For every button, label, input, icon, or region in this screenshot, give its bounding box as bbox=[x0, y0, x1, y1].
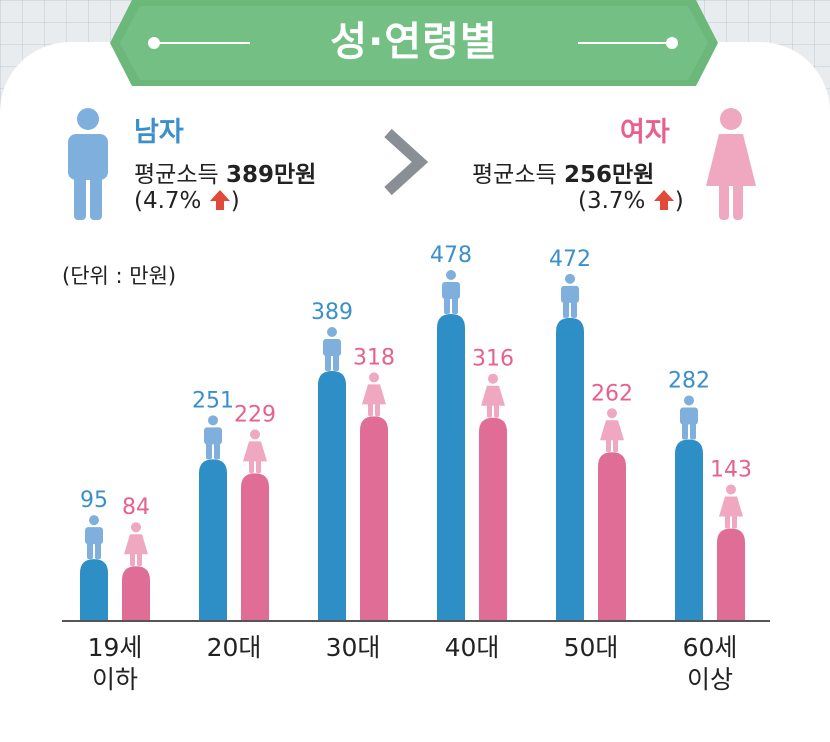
female-value-label-2: 318 bbox=[353, 345, 395, 370]
male-change: (4.7% ) bbox=[134, 188, 240, 214]
x-tick-label-1: 20대 bbox=[206, 633, 262, 662]
title-banner: 성·연령별 bbox=[110, 0, 718, 86]
male-value-label-3: 478 bbox=[430, 243, 472, 268]
x-tick-label-2: 30대 bbox=[325, 633, 381, 662]
male-bar-5 bbox=[675, 439, 703, 620]
female-person-icon bbox=[719, 484, 743, 529]
male-bar-0 bbox=[80, 559, 108, 620]
female-person-icon bbox=[600, 408, 624, 453]
male-avg-label: 평균소득 bbox=[134, 162, 219, 188]
male-person-icon bbox=[204, 415, 222, 460]
chart-title: 성·연령별 bbox=[330, 19, 498, 65]
x-tick-label-5: 60세 이상 bbox=[682, 633, 738, 694]
female-change-close: ) bbox=[674, 188, 684, 214]
chevron-right-icon bbox=[384, 128, 429, 196]
male-person-icon bbox=[442, 270, 460, 314]
female-bar-4 bbox=[598, 452, 626, 620]
female-value-label-5: 143 bbox=[710, 457, 752, 482]
male-avg-value: 389만원 bbox=[225, 162, 317, 188]
female-value-label-0: 84 bbox=[122, 495, 150, 520]
female-avg-label: 평균소득 bbox=[472, 162, 557, 188]
male-bar-2 bbox=[318, 370, 346, 620]
female-value-label-1: 229 bbox=[234, 402, 276, 427]
bar-chart: 95 251 389 478 472 282 84 229 318 316 262 143 bbox=[62, 243, 770, 622]
male-bar-3 bbox=[437, 314, 465, 620]
female-avg-income: 평균소득 256만원 bbox=[472, 155, 654, 189]
female-value-label-3: 316 bbox=[472, 347, 514, 372]
female-person-icon bbox=[706, 108, 756, 220]
female-change-value: (3.7% bbox=[578, 188, 646, 214]
male-value-label-2: 389 bbox=[311, 300, 353, 325]
female-person-icon bbox=[124, 522, 148, 567]
up-arrow-icon bbox=[653, 190, 674, 210]
female-legend-title: 여자 bbox=[620, 117, 670, 148]
male-change-value: (4.7% bbox=[134, 188, 202, 214]
male-value-label-0: 95 bbox=[80, 488, 108, 513]
male-value-label-4: 472 bbox=[549, 247, 591, 272]
male-value-label-1: 251 bbox=[192, 388, 234, 413]
female-person-icon bbox=[243, 429, 267, 474]
male-person-icon bbox=[561, 273, 579, 318]
female-person-icon bbox=[481, 373, 505, 418]
female-bar-2 bbox=[360, 416, 388, 620]
male-person-icon bbox=[680, 395, 698, 440]
male-person-icon bbox=[85, 515, 103, 560]
x-tick-label-4: 50대 bbox=[563, 633, 619, 662]
male-person-icon bbox=[68, 108, 108, 220]
male-person-icon bbox=[323, 326, 341, 371]
male-avg-income: 평균소득 389만원 bbox=[134, 155, 316, 189]
unit-label: (단위 : 만원) bbox=[62, 264, 177, 288]
x-tick-label-0: 19세 이하 bbox=[87, 633, 143, 694]
female-avg-value: 256만원 bbox=[563, 162, 655, 188]
female-bar-3 bbox=[479, 417, 507, 620]
female-bar-0 bbox=[122, 566, 150, 620]
female-person-icon bbox=[362, 372, 386, 417]
male-value-label-5: 282 bbox=[668, 368, 710, 393]
up-arrow-icon bbox=[209, 190, 230, 210]
x-tick-label-3: 40대 bbox=[444, 633, 500, 662]
female-change: (3.7% ) bbox=[578, 188, 684, 214]
male-bar-1 bbox=[199, 459, 227, 620]
male-bar-4 bbox=[556, 317, 584, 620]
female-bar-1 bbox=[241, 473, 269, 620]
female-value-label-4: 262 bbox=[591, 381, 633, 406]
female-bar-5 bbox=[717, 528, 745, 620]
male-legend-title: 남자 bbox=[134, 117, 184, 148]
male-change-close: ) bbox=[230, 188, 240, 214]
